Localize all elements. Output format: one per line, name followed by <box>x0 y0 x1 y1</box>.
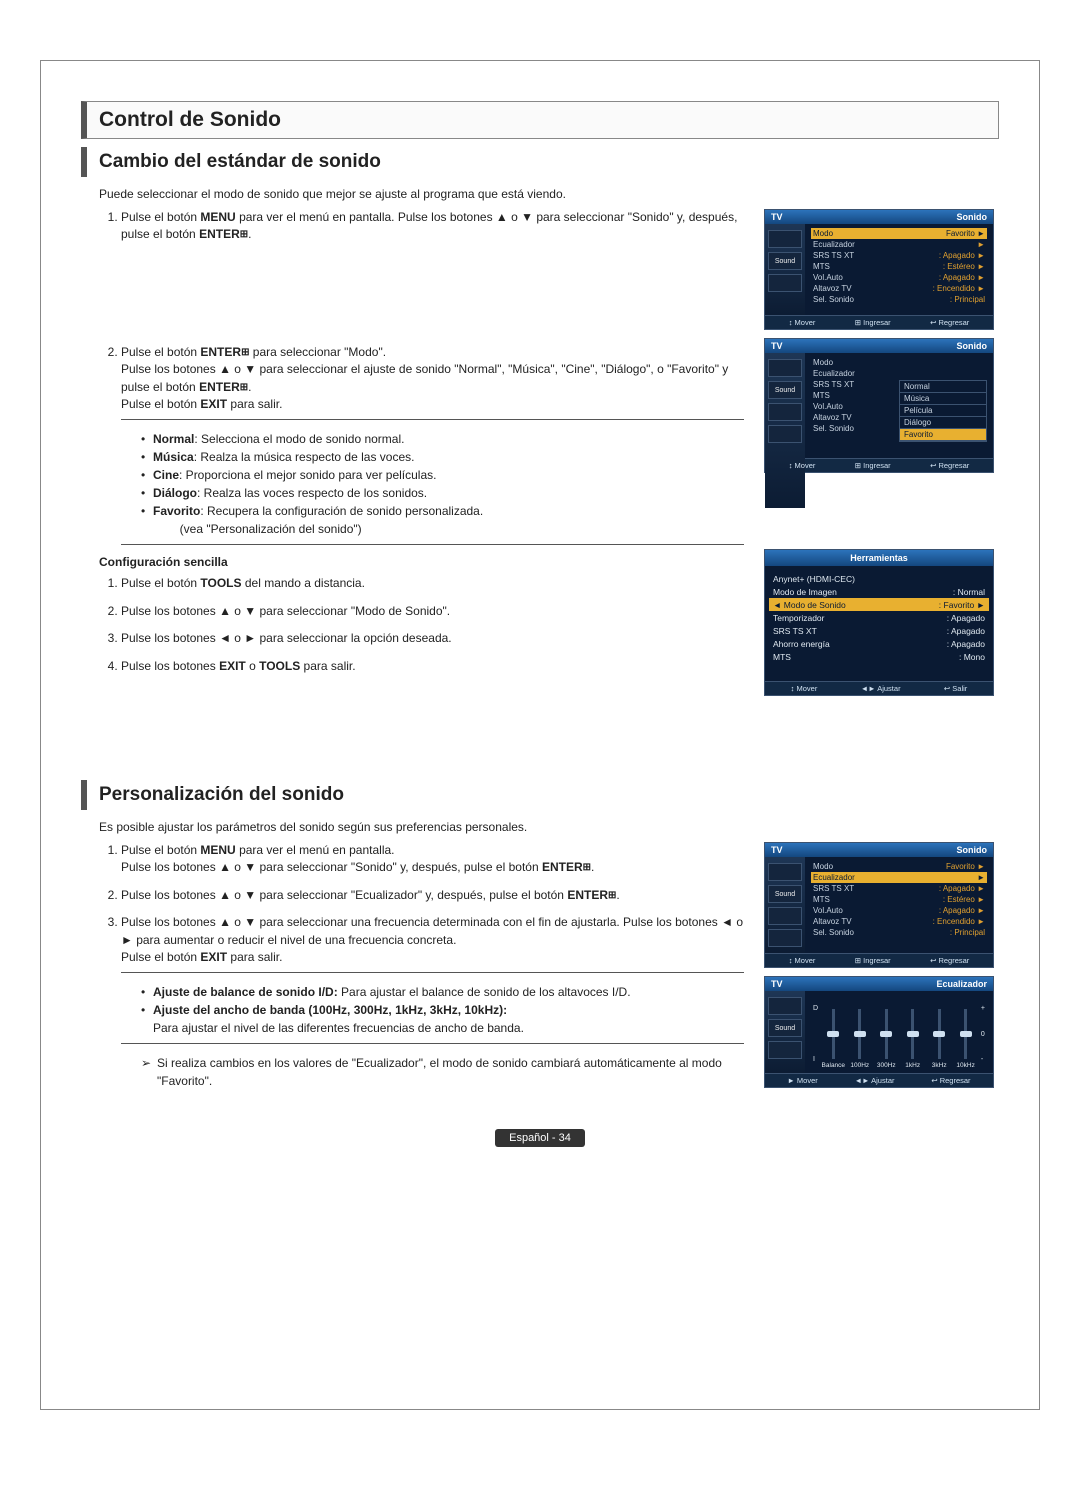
page-frame: Control de Sonido Cambio del estándar de… <box>40 60 1040 1410</box>
step-c2: Pulse los botones ▲ o ▼ para seleccionar… <box>121 603 744 620</box>
step-b2: Pulse los botones ▲ o ▼ para seleccionar… <box>121 887 744 904</box>
heading-control-sonido: Control de Sonido <box>81 101 999 139</box>
page-number: Español - 34 <box>495 1129 585 1147</box>
page-footer: Español - 34 <box>81 1130 999 1144</box>
row-a1: Pulse el botón MENU para ver el menú en … <box>81 209 999 696</box>
heading-cambio-estandar: Cambio del estándar de sonido <box>81 147 999 177</box>
osd-herramientas: Herramientas Anynet+ (HDMI-CEC) Modo de … <box>764 549 994 696</box>
step-c4: Pulse los botones EXIT o TOOLS para sali… <box>121 658 744 675</box>
step-c3: Pulse los botones ◄ o ► para seleccionar… <box>121 630 744 647</box>
conf-sencilla-title: Configuración sencilla <box>99 555 744 569</box>
step-c1: Pulse el botón TOOLS del mando a distanc… <box>121 575 744 592</box>
step-a2: Pulse el botón ENTER para seleccionar "M… <box>121 344 744 546</box>
osd-ecualizador: TVEcualizador Sound DI Balance <box>764 976 994 1088</box>
row-b: Pulse el botón MENU para ver el menú en … <box>81 842 999 1100</box>
osd-sonido-main: TVSonido Sound ModoFavorito ► Ecualizado… <box>764 209 994 330</box>
step-b1: Pulse el botón MENU para ver el menú en … <box>121 842 744 877</box>
intro-a: Puede seleccionar el modo de sonido que … <box>99 187 999 201</box>
osd-sonido-modo-list: TVSonido Sound Modo Ecualizador SRS TS X… <box>764 338 994 473</box>
mode-descriptions: Normal: Selecciona el modo de sonido nor… <box>141 430 744 538</box>
intro-b: Es posible ajustar los parámetros del so… <box>99 820 999 834</box>
osd-sonido-eq-sel: TVSonido Sound ModoFavorito ► Ecualizado… <box>764 842 994 968</box>
note-eq-favorito: Si realiza cambios en los valores de "Ec… <box>141 1054 744 1090</box>
step-b3: Pulse los botones ▲ o ▼ para seleccionar… <box>121 914 744 1090</box>
step-a1: Pulse el botón MENU para ver el menú en … <box>121 209 744 244</box>
heading-personalizacion: Personalización del sonido <box>81 780 999 810</box>
